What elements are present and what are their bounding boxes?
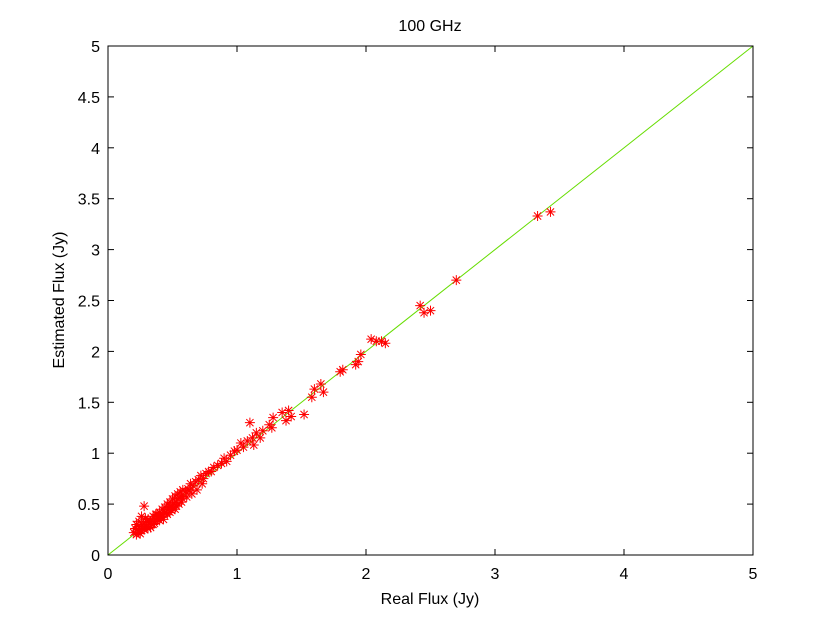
y-tick-label: 3 — [91, 243, 100, 260]
data-point — [315, 378, 326, 389]
data-point — [193, 474, 204, 485]
data-point — [198, 473, 209, 484]
data-point — [176, 490, 187, 501]
x-axis-title: Real Flux (Jy) — [381, 591, 480, 608]
x-tick-label: 2 — [362, 566, 371, 583]
data-point — [286, 411, 297, 422]
data-point — [188, 480, 199, 491]
data-point — [166, 505, 177, 516]
y-tick-label: 1 — [91, 446, 100, 463]
data-point — [268, 412, 279, 423]
data-point — [238, 442, 249, 453]
data-point — [277, 407, 288, 418]
data-point — [419, 307, 430, 318]
y-tick-label: 0.5 — [78, 497, 100, 514]
data-point — [283, 405, 294, 416]
data-point — [545, 206, 556, 217]
data-point — [152, 509, 163, 520]
data-point — [154, 515, 165, 526]
y-tick-label: 4 — [91, 141, 100, 158]
data-point — [232, 445, 242, 456]
data-point — [176, 497, 187, 508]
data-point — [415, 300, 426, 311]
data-point — [149, 518, 160, 529]
x-tick-label: 0 — [104, 566, 113, 583]
y-tick-label: 2.5 — [78, 294, 100, 311]
data-point — [140, 513, 151, 524]
data-point — [141, 516, 152, 527]
data-point — [136, 525, 147, 536]
data-point — [366, 334, 377, 345]
data-point — [182, 483, 193, 494]
data-point — [181, 491, 192, 502]
data-point — [266, 422, 277, 433]
y-axis-title: Estimated Flux (Jy) — [51, 232, 68, 369]
y-tick-label: 5 — [91, 39, 100, 56]
data-point — [192, 484, 203, 495]
data-point — [255, 432, 266, 443]
data-point — [177, 494, 188, 505]
identity-reference-line — [107, 45, 754, 556]
data-point — [251, 427, 262, 438]
data-point — [167, 503, 178, 514]
x-tick-label: 5 — [749, 566, 758, 583]
data-point — [159, 508, 170, 519]
data-point — [309, 384, 320, 395]
data-point — [216, 458, 227, 469]
data-point — [164, 507, 175, 518]
data-point — [306, 392, 317, 403]
x-tick-label: 1 — [233, 566, 242, 583]
data-point — [221, 456, 232, 467]
data-point — [142, 523, 153, 534]
data-point — [337, 364, 348, 375]
y-tick-label: 3.5 — [78, 192, 100, 209]
y-tick-label: 1.5 — [78, 395, 100, 412]
data-point — [137, 523, 148, 534]
x-axis-ticks: 0 1 2 3 4 5 — [104, 46, 758, 583]
data-point — [353, 356, 364, 367]
data-point — [208, 462, 219, 473]
data-point — [376, 336, 387, 347]
data-point — [532, 211, 543, 222]
data-point — [225, 450, 236, 461]
data-point — [130, 523, 141, 534]
data-point — [248, 440, 259, 451]
data-point — [355, 349, 366, 360]
data-point — [229, 446, 240, 457]
data-point — [206, 466, 217, 477]
data-point — [247, 432, 258, 443]
data-point — [257, 425, 268, 436]
data-point — [171, 501, 182, 512]
data-point — [281, 415, 292, 426]
data-point — [299, 409, 310, 420]
data-point — [451, 275, 462, 286]
plot-frame — [107, 45, 754, 556]
data-point — [131, 519, 142, 530]
data-point — [139, 501, 150, 512]
data-point — [318, 387, 329, 398]
data-point — [136, 511, 147, 522]
data-point — [244, 417, 255, 428]
x-tick-label: 4 — [620, 566, 629, 583]
x-tick-label: 3 — [491, 566, 500, 583]
data-point — [197, 478, 208, 489]
data-point — [425, 305, 436, 316]
y-tick-label: 0 — [91, 548, 100, 565]
data-point — [186, 488, 197, 499]
data-point — [371, 336, 382, 347]
data-point — [155, 512, 166, 523]
y-tick-label: 4.5 — [78, 90, 100, 107]
data-point — [235, 438, 246, 449]
data-point — [145, 522, 156, 533]
data-point — [170, 504, 181, 515]
y-axis-ticks: 0 0.5 1 1.5 2 2.5 3 3.5 4 4.5 5 — [78, 39, 753, 565]
data-point — [212, 460, 223, 471]
data-points — [128, 206, 556, 540]
data-point — [135, 528, 146, 539]
chart-title: 100 GHz — [398, 18, 461, 35]
data-point — [242, 435, 253, 446]
data-point — [380, 338, 391, 349]
y-tick-label: 2 — [91, 344, 100, 361]
